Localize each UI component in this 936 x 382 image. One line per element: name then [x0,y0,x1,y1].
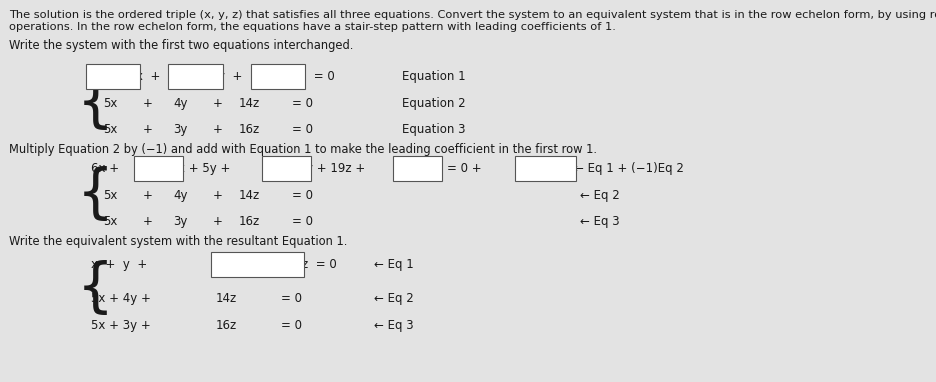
Text: 5x: 5x [103,123,117,136]
Text: z = 0 +: z = 0 + [437,162,482,175]
Text: = 0: = 0 [292,189,313,202]
FancyBboxPatch shape [211,252,304,277]
Text: +: + [142,189,153,202]
Text: z  = 0: z = 0 [300,70,335,83]
FancyBboxPatch shape [393,157,442,181]
Text: 14z: 14z [239,189,260,202]
FancyBboxPatch shape [168,64,223,89]
Text: 4y: 4y [173,189,187,202]
Text: The solution is the ordered triple (x, y, z) that satisfies all three equations.: The solution is the ordered triple (x, y… [9,10,936,19]
Text: x + 5y +: x + 5y + [178,162,230,175]
FancyBboxPatch shape [515,157,576,181]
Text: ← Eq 1 + (−1)Eq 2: ← Eq 1 + (−1)Eq 2 [574,162,683,175]
Text: 14z: 14z [239,97,260,110]
Text: +: + [212,189,223,202]
Text: Equation 2: Equation 2 [402,97,466,110]
Text: = 0: = 0 [292,97,313,110]
Text: 5x: 5x [103,215,117,228]
Text: 3y: 3y [173,123,187,136]
Text: 5x: 5x [103,189,117,202]
Text: +: + [142,215,153,228]
Text: 5x + 3y +: 5x + 3y + [91,319,151,332]
Text: ← Eq 3: ← Eq 3 [580,215,620,228]
Text: 16z: 16z [239,123,260,136]
Text: {: { [77,75,114,133]
Text: 5x + 4y +: 5x + 4y + [91,292,151,305]
Text: ← Eq 2: ← Eq 2 [580,189,620,202]
Text: x  +  y  +: x + y + [91,258,147,271]
Text: 16z: 16z [215,319,237,332]
Text: {: { [77,166,114,223]
Text: Write the equivalent system with the resultant Equation 1.: Write the equivalent system with the res… [9,235,348,248]
Text: x  +: x + [136,70,160,83]
Text: = 0: = 0 [292,123,313,136]
Text: ← Eq 3: ← Eq 3 [374,319,414,332]
Text: = 0: = 0 [292,215,313,228]
Text: {: { [77,260,114,317]
Text: 16z: 16z [239,215,260,228]
Text: y + 19z +: y + 19z + [306,162,365,175]
Text: Equation 1: Equation 1 [402,70,466,83]
Text: +: + [142,97,153,110]
Text: 3y: 3y [173,215,187,228]
Text: operations. In the row echelon form, the equations have a stair-step pattern wit: operations. In the row echelon form, the… [9,22,616,32]
Text: = 0: = 0 [281,292,301,305]
Text: 14z: 14z [215,292,237,305]
Text: y  +: y + [218,70,242,83]
Text: ← Eq 1: ← Eq 1 [374,258,414,271]
Text: 6x +: 6x + [91,162,119,175]
Text: Write the system with the first two equations interchanged.: Write the system with the first two equa… [9,39,354,52]
Text: ← Eq 2: ← Eq 2 [374,292,414,305]
Text: +: + [212,215,223,228]
Text: = 0: = 0 [281,319,301,332]
FancyBboxPatch shape [134,157,183,181]
Text: +: + [212,97,223,110]
Text: 5x: 5x [103,97,117,110]
FancyBboxPatch shape [262,157,311,181]
Text: +: + [142,123,153,136]
Text: Equation 3: Equation 3 [402,123,466,136]
Text: Multiply Equation 2 by (−1) and add with Equation 1 to make the leading coeffici: Multiply Equation 2 by (−1) and add with… [9,143,597,156]
FancyBboxPatch shape [251,64,305,89]
Text: z  = 0: z = 0 [302,258,337,271]
Text: 4y: 4y [173,97,187,110]
FancyBboxPatch shape [86,64,140,89]
Text: +: + [212,123,223,136]
